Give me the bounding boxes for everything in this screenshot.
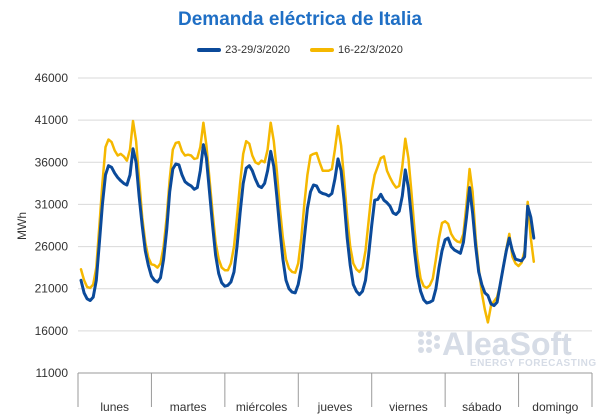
x-tick-label: viernes xyxy=(389,400,428,414)
legend-item-series-2: 16-22/3/2020 xyxy=(310,44,403,56)
y-tick-label: 26000 xyxy=(35,240,69,254)
y-tick-label: 36000 xyxy=(35,155,69,169)
legend-swatch-series-2 xyxy=(310,48,334,52)
legend-label-series-2: 16-22/3/2020 xyxy=(338,44,403,56)
y-axis: 11000 16000 21000 26000 31000 36000 41000 46000 xyxy=(35,71,69,380)
watermark-brand-text: AleaSoft xyxy=(442,326,572,362)
y-tick-label: 21000 xyxy=(35,282,69,296)
legend-swatch-series-1 xyxy=(197,48,222,52)
legend: 23-29/3/2020 16-22/3/2020 xyxy=(0,44,600,56)
chart-title: Demanda eléctrica de Italia xyxy=(178,9,422,30)
y-tick-label: 11000 xyxy=(36,366,69,380)
x-tick-label: lunes xyxy=(100,400,129,414)
series-line-1 xyxy=(79,143,536,308)
x-tick-label: domingo xyxy=(532,400,578,414)
watermark-tagline-text: ENERGY FORECASTING xyxy=(470,358,597,369)
x-tick-label: sábado xyxy=(462,400,502,414)
y-axis-label: MWh xyxy=(15,212,29,240)
aleasoft-logo-icon xyxy=(418,331,440,353)
y-tick-label: 16000 xyxy=(35,324,69,338)
series-line-2 xyxy=(79,119,536,324)
series-lines xyxy=(79,119,536,324)
x-tick-label: jueves xyxy=(317,400,353,414)
legend-item-series-1: 23-29/3/2020 xyxy=(197,44,290,56)
aleasoft-watermark: AleaSoft ENERGY FORECASTING xyxy=(418,326,597,369)
x-tick-label: miércoles xyxy=(236,400,287,414)
x-axis: lunes martes miércoles jueves viernes sábado d… xyxy=(77,372,593,414)
y-tick-label: 41000 xyxy=(35,113,69,127)
x-tick-label: martes xyxy=(170,400,207,414)
legend-label-series-1: 23-29/3/2020 xyxy=(225,44,290,56)
y-tick-label: 46000 xyxy=(35,71,69,85)
y-tick-label: 31000 xyxy=(35,197,69,211)
